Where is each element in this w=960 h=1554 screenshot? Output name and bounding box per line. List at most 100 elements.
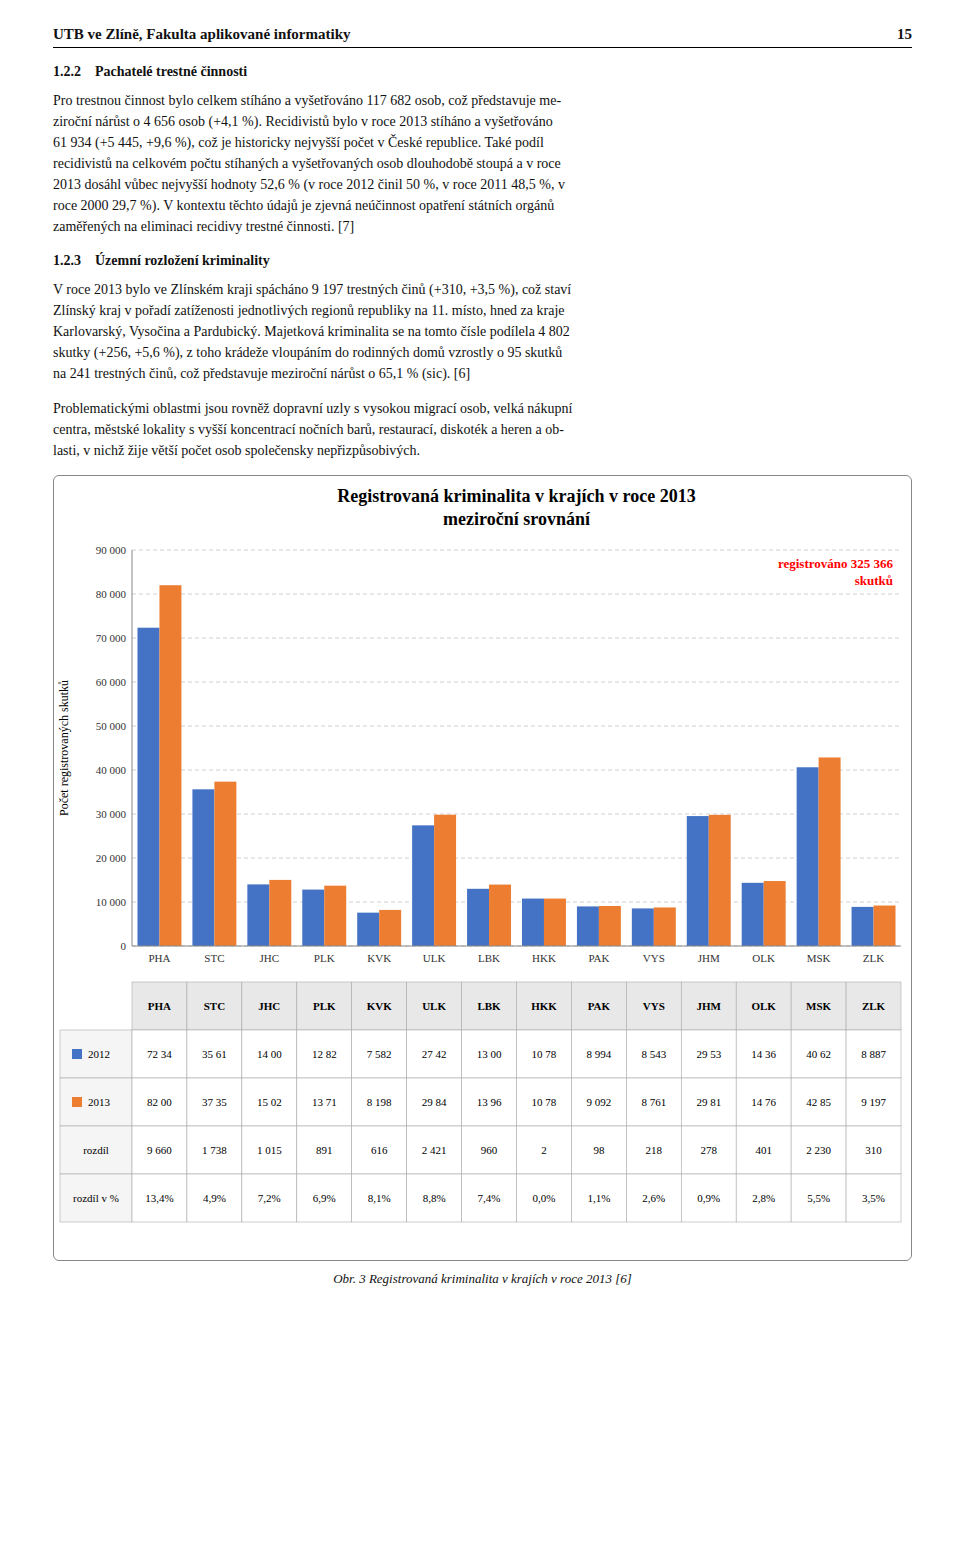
bar bbox=[599, 906, 621, 946]
table-cell bbox=[242, 982, 297, 1030]
x-tick-label: KVK bbox=[367, 952, 391, 964]
table-value: 401 bbox=[755, 1144, 772, 1156]
figure-caption: Obr. 3 Registrovaná kriminalita v krajíc… bbox=[53, 1271, 912, 1287]
table-cell bbox=[846, 1126, 901, 1174]
bar bbox=[852, 907, 874, 946]
x-tick-label: PLK bbox=[314, 952, 335, 964]
bar bbox=[159, 585, 181, 946]
y-tick-label: 60 000 bbox=[96, 676, 127, 688]
bar bbox=[764, 881, 786, 946]
table-cell bbox=[626, 1174, 681, 1222]
table-cell bbox=[132, 1030, 187, 1078]
y-tick-label: 20 000 bbox=[96, 852, 127, 864]
x-tick-label: PHA bbox=[148, 952, 170, 964]
table-cell bbox=[242, 1174, 297, 1222]
grid-line bbox=[132, 858, 901, 859]
bar bbox=[654, 907, 676, 946]
grid-line bbox=[132, 726, 901, 727]
grid-line bbox=[132, 550, 901, 551]
table-value: 8 887 bbox=[861, 1048, 886, 1060]
grid-line bbox=[132, 638, 901, 639]
section-heading: 1.2.2 Pachatelé trestné činnosti bbox=[53, 64, 912, 80]
table-header: ULK bbox=[422, 1000, 446, 1012]
bar bbox=[577, 906, 599, 946]
table-value: 9 660 bbox=[147, 1144, 172, 1156]
table-value: 7,4% bbox=[478, 1192, 501, 1204]
table-cell bbox=[60, 1126, 132, 1174]
table-value: 4,9% bbox=[203, 1192, 226, 1204]
table-header: JHC bbox=[258, 1000, 280, 1012]
page-number: 15 bbox=[897, 26, 912, 43]
table-value: 1 015 bbox=[257, 1144, 282, 1156]
table-value: 9 092 bbox=[587, 1096, 612, 1108]
table-cell bbox=[297, 982, 352, 1030]
table-cell bbox=[846, 982, 901, 1030]
table-cell bbox=[187, 1126, 242, 1174]
table-value: 13,4% bbox=[145, 1192, 173, 1204]
chart-title-line: meziroční srovnání bbox=[443, 509, 591, 529]
table-row-swatch bbox=[72, 1049, 82, 1059]
table-value: 10 78 bbox=[532, 1048, 557, 1060]
table-value: 3,5% bbox=[862, 1192, 885, 1204]
bar bbox=[709, 815, 731, 946]
y-tick-label: 10 000 bbox=[96, 896, 127, 908]
y-tick-label: 0 bbox=[121, 940, 127, 952]
table-cell bbox=[681, 982, 736, 1030]
chart-frame: Registrovaná kriminalita v krajích v roc… bbox=[53, 475, 912, 1261]
table-cell bbox=[407, 1126, 462, 1174]
table: PHASTCJHCPLKKVKULKLBKHKKPAKVYSJHMOLKMSKZ… bbox=[60, 982, 901, 1222]
table-cell bbox=[352, 1126, 407, 1174]
table-cell bbox=[462, 1078, 517, 1126]
table-cell bbox=[736, 1030, 791, 1078]
table-cell bbox=[846, 1078, 901, 1126]
y-tick-label: 90 000 bbox=[96, 544, 127, 556]
bar bbox=[214, 782, 236, 946]
table-value: 42 85 bbox=[806, 1096, 831, 1108]
table-value: 35 61 bbox=[202, 1048, 227, 1060]
table-value: 72 34 bbox=[147, 1048, 172, 1060]
table-header: MSK bbox=[806, 1000, 832, 1012]
bars bbox=[137, 585, 895, 946]
table-cell bbox=[791, 1078, 846, 1126]
table-cell bbox=[736, 982, 791, 1030]
table-value: 13 96 bbox=[477, 1096, 502, 1108]
table-cell bbox=[132, 1078, 187, 1126]
table-cell bbox=[407, 1174, 462, 1222]
annotation-line: registrováno 325 366 bbox=[778, 556, 894, 571]
paragraph: Problematickými oblastmi jsou rovněž dop… bbox=[53, 398, 912, 461]
grid-line bbox=[132, 594, 901, 595]
table-cell bbox=[297, 1126, 352, 1174]
table-cell bbox=[407, 1078, 462, 1126]
table-cell bbox=[571, 1126, 626, 1174]
table-cell bbox=[846, 1174, 901, 1222]
table-value: 6,9% bbox=[313, 1192, 336, 1204]
table-cell bbox=[571, 982, 626, 1030]
table-cell bbox=[571, 1030, 626, 1078]
table-cell bbox=[462, 1030, 517, 1078]
x-tick-label: JHM bbox=[698, 952, 720, 964]
table-row-swatch bbox=[72, 1097, 82, 1107]
table-cell bbox=[517, 1030, 572, 1078]
table-cell bbox=[352, 1078, 407, 1126]
bar bbox=[434, 815, 456, 946]
table-header: KVK bbox=[367, 1000, 393, 1012]
table-cell bbox=[352, 1030, 407, 1078]
table-cell bbox=[462, 1126, 517, 1174]
table-cell bbox=[517, 1174, 572, 1222]
bar bbox=[412, 825, 434, 946]
x-tick-label: JHC bbox=[260, 952, 280, 964]
table-value: 14 00 bbox=[257, 1048, 282, 1060]
table-value: 13 71 bbox=[312, 1096, 337, 1108]
bar bbox=[192, 789, 214, 946]
page-header: UTB ve Zlíně, Fakulta aplikované informa… bbox=[53, 26, 351, 43]
y-axis-line bbox=[132, 550, 133, 946]
bar bbox=[742, 883, 764, 946]
page-header-bar: UTB ve Zlíně, Fakulta aplikované informa… bbox=[53, 26, 912, 48]
table-cell bbox=[517, 982, 572, 1030]
table-cell bbox=[462, 1174, 517, 1222]
table-value: 2,8% bbox=[752, 1192, 775, 1204]
table-value: 8 994 bbox=[587, 1048, 612, 1060]
table-cell bbox=[242, 1126, 297, 1174]
x-axis-line bbox=[132, 946, 901, 947]
table-cell bbox=[846, 1030, 901, 1078]
